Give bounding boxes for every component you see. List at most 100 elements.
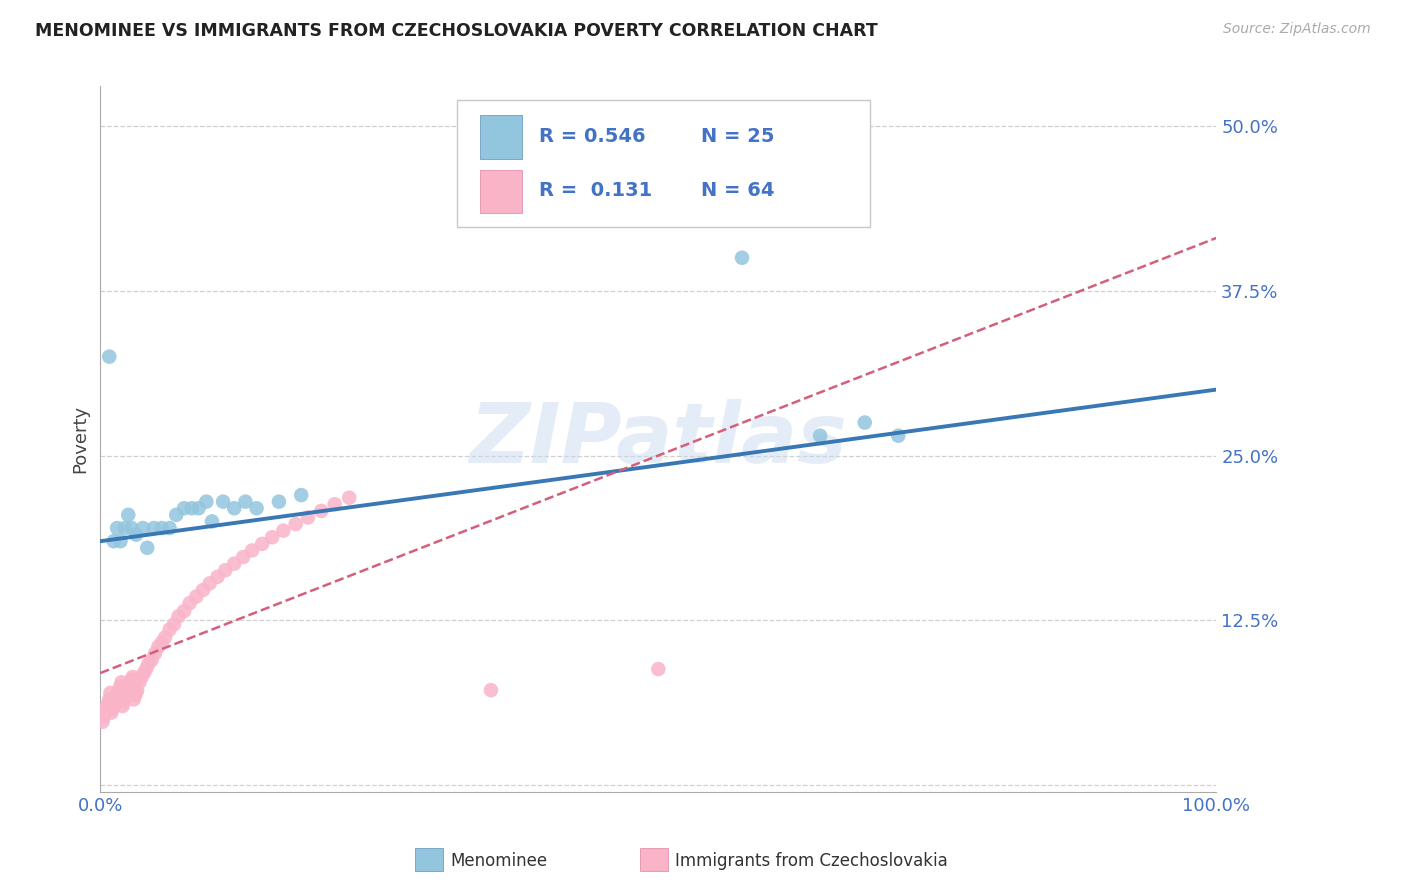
Point (132, 666, 155, 681)
Point (180, 501, 202, 516)
Text: Menominee: Menominee (450, 852, 547, 870)
Text: MENOMINEE VS IMMIGRANTS FROM CZECHOSLOVAKIA POVERTY CORRELATION CHART: MENOMINEE VS IMMIGRANTS FROM CZECHOSLOVA… (35, 22, 877, 40)
Point (143, 646, 166, 660)
Text: R =  0.131: R = 0.131 (538, 180, 652, 200)
Point (173, 501, 195, 516)
Point (115, 686, 138, 700)
Point (284, 517, 307, 532)
Point (479, 165, 502, 179)
FancyBboxPatch shape (457, 101, 870, 227)
Point (104, 691, 127, 706)
Point (121, 521, 143, 535)
Text: Source: ZipAtlas.com: Source: ZipAtlas.com (1223, 22, 1371, 37)
Point (173, 604, 195, 618)
Point (114, 521, 136, 535)
Text: N = 64: N = 64 (700, 180, 775, 200)
Point (186, 590, 208, 604)
Point (94, 701, 117, 715)
Text: R = 0.546: R = 0.546 (538, 127, 645, 146)
Point (107, 686, 129, 700)
Point (122, 692, 145, 706)
Point (135, 662, 157, 676)
Point (125, 686, 148, 700)
Point (127, 683, 149, 698)
Point (104, 695, 127, 709)
Point (142, 521, 165, 535)
Point (108, 683, 131, 698)
Point (118, 679, 141, 693)
Point (159, 623, 181, 637)
Point (125, 527, 148, 541)
Point (647, 662, 669, 676)
Point (111, 698, 134, 713)
Point (297, 510, 319, 524)
Point (165, 508, 187, 522)
Point (121, 673, 143, 687)
Point (136, 541, 159, 555)
Point (163, 617, 186, 632)
Point (887, 428, 910, 442)
Bar (479, 115, 522, 159)
Point (245, 501, 267, 516)
Point (100, 706, 122, 720)
Point (103, 698, 125, 713)
Point (101, 701, 124, 715)
Point (103, 534, 125, 549)
Point (97, 697, 120, 711)
Point (311, 504, 333, 518)
Point (731, 251, 754, 265)
Point (93, 709, 115, 723)
Point (110, 534, 132, 549)
Point (138, 657, 160, 671)
Point (853, 416, 876, 430)
Point (98, 350, 121, 364)
Point (117, 683, 139, 698)
Point (198, 576, 221, 591)
Point (110, 679, 132, 693)
Point (808, 428, 831, 442)
Point (117, 508, 139, 522)
Point (273, 524, 295, 538)
Point (262, 530, 284, 544)
Point (124, 689, 146, 703)
Point (159, 521, 181, 535)
Point (214, 563, 236, 577)
Point (191, 582, 214, 597)
Point (91, 714, 114, 729)
Point (98, 692, 121, 706)
Point (167, 609, 190, 624)
Point (224, 557, 246, 571)
Point (212, 494, 235, 508)
Point (94, 706, 117, 720)
Point (232, 549, 254, 564)
Point (290, 488, 312, 502)
Point (120, 675, 142, 690)
Point (235, 494, 257, 508)
Point (153, 631, 176, 645)
Text: N = 25: N = 25 (700, 127, 775, 146)
Point (150, 636, 173, 650)
Point (105, 521, 128, 535)
Point (150, 521, 173, 535)
Point (479, 683, 502, 698)
Point (121, 670, 143, 684)
Point (224, 501, 246, 516)
Point (141, 653, 163, 667)
Point (240, 543, 263, 558)
Point (105, 689, 128, 703)
Point (179, 596, 201, 610)
Point (110, 675, 132, 690)
Point (128, 675, 150, 690)
Point (187, 501, 209, 516)
Point (96, 698, 118, 713)
Point (337, 491, 360, 505)
Point (195, 494, 218, 508)
Point (100, 686, 122, 700)
Y-axis label: Poverty: Poverty (72, 405, 89, 473)
Point (115, 689, 138, 703)
Point (148, 640, 170, 654)
Point (250, 537, 273, 551)
Point (201, 515, 224, 529)
Text: Immigrants from Czechoslovakia: Immigrants from Czechoslovakia (675, 852, 948, 870)
Point (114, 691, 136, 706)
